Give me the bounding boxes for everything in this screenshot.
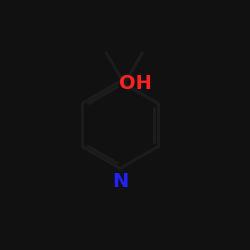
Text: N: N bbox=[112, 172, 128, 191]
Text: OH: OH bbox=[119, 74, 152, 93]
